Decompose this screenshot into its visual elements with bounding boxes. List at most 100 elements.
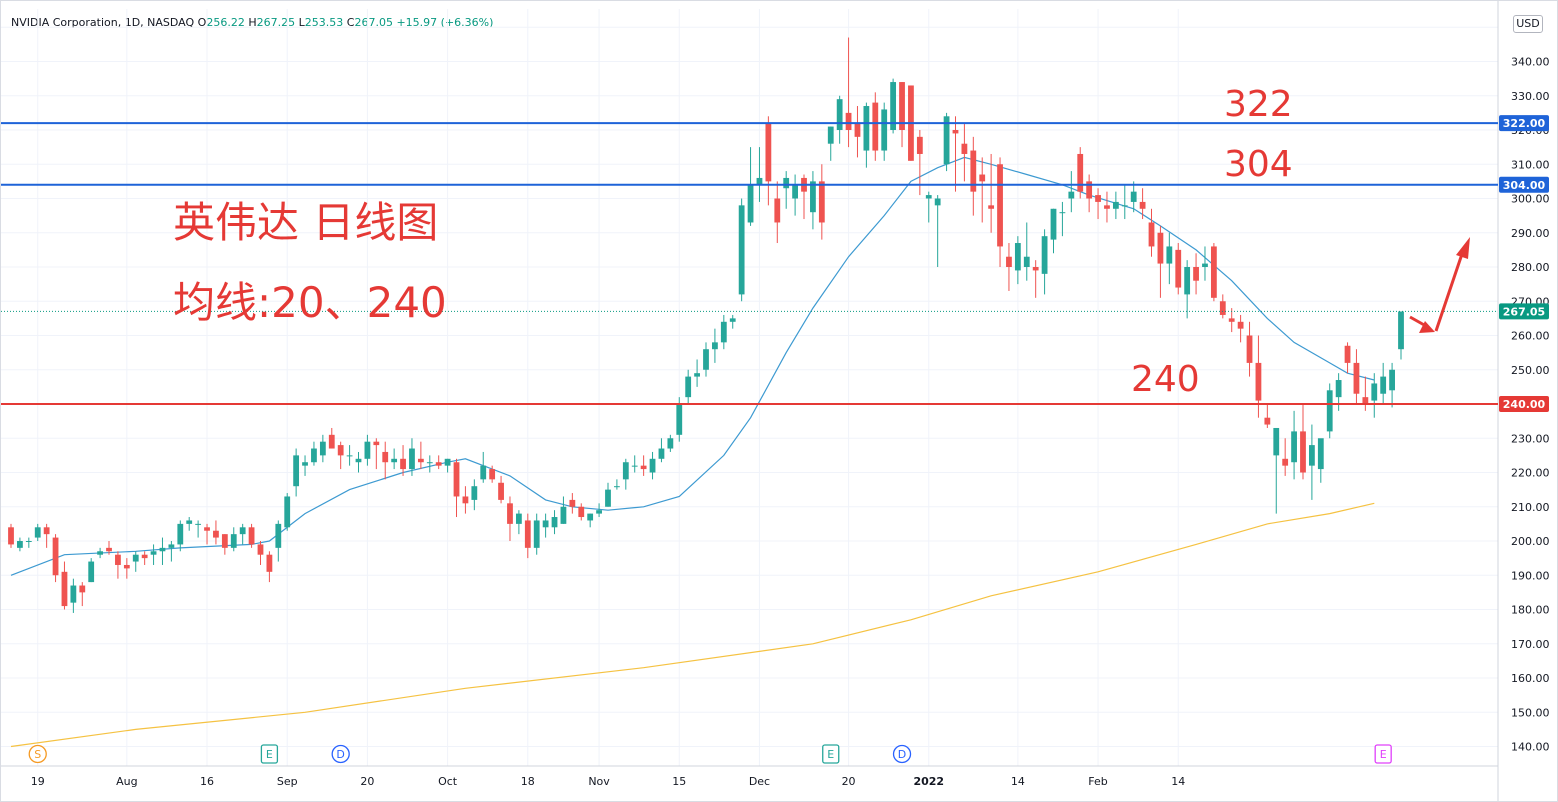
candle-body [168, 544, 175, 548]
candle [141, 551, 148, 565]
candle-body [435, 462, 442, 466]
candle-body [355, 458, 362, 463]
candle [1059, 201, 1066, 237]
price-tick-label: 140.00 [1511, 741, 1550, 754]
time-tick-label: 2022 [913, 775, 944, 788]
time-tick-label: Sep [277, 775, 298, 788]
candle-body [1228, 318, 1235, 322]
price-tick-label: 260.00 [1511, 330, 1550, 343]
candle [409, 438, 415, 476]
price-tick-label: 230.00 [1511, 432, 1550, 445]
candle [827, 126, 834, 161]
event-glyph: E [1380, 748, 1387, 761]
candle-body [881, 109, 888, 151]
candle [729, 314, 736, 329]
ma240-line [10, 502, 1375, 748]
event-glyph: S [34, 748, 41, 761]
candle-body [61, 571, 68, 607]
candle-body [239, 527, 246, 535]
candle-body [988, 205, 995, 209]
open-label: O [197, 16, 207, 29]
candle-body [1184, 267, 1191, 295]
candle [596, 503, 602, 518]
symbol-label: NVIDIA Corporation, 1D, NASDAQ [11, 16, 195, 29]
candle [1398, 311, 1404, 360]
candle [1112, 191, 1119, 220]
candle-body [1326, 390, 1333, 432]
candle [756, 147, 763, 202]
candle [1202, 246, 1208, 281]
candle-body [1344, 345, 1351, 363]
candle-body [471, 486, 478, 500]
price-tick-label: 150.00 [1511, 706, 1550, 719]
high-value: 267.25 [256, 16, 296, 29]
candle [1389, 362, 1395, 408]
chart-subtitle: 均线:20、240 [173, 278, 447, 327]
candle [934, 195, 941, 267]
candle-body [961, 143, 968, 154]
candle [1317, 438, 1324, 483]
candle [988, 153, 995, 233]
candle-body [551, 517, 558, 528]
candle [1291, 410, 1297, 480]
candle-body [1104, 205, 1110, 209]
candle-body [337, 445, 344, 456]
candle [239, 523, 246, 545]
candle-body [622, 462, 629, 480]
event-marker: S [28, 744, 47, 764]
candle-body [596, 510, 602, 514]
price-tick-label: 190.00 [1511, 569, 1550, 582]
candle-body [1112, 201, 1119, 209]
candle-body [507, 503, 513, 524]
candle [614, 479, 620, 490]
price-tag-box [1499, 396, 1549, 412]
price-tick-label: 180.00 [1511, 604, 1550, 617]
candle [622, 458, 629, 490]
candle-body [1059, 212, 1066, 214]
candle [738, 198, 745, 302]
time-tick-label: Dec [749, 775, 770, 788]
candle-body [150, 551, 157, 555]
candle-body [569, 499, 576, 507]
time-tick-label: 20 [360, 775, 374, 788]
annotation-240: 240 [1131, 359, 1200, 400]
candle [1006, 243, 1012, 291]
candle [1068, 171, 1075, 213]
candle [311, 441, 317, 466]
candle [1166, 232, 1173, 285]
candle-body [1309, 445, 1315, 466]
candle-body [328, 434, 335, 449]
candle-body [738, 205, 745, 295]
candle [70, 578, 77, 613]
candle-body [204, 527, 210, 531]
high-label: H [248, 16, 257, 29]
candle [783, 171, 790, 209]
candle-body [934, 198, 941, 206]
time-axis: 19 Aug 16 Sep 20 Oct 18 Nov 15 Dec 20 2022 14 Feb 14 [31, 775, 1186, 788]
candle-body [515, 513, 522, 524]
candles-layer [8, 37, 1404, 613]
time-tick-label: 19 [31, 775, 45, 788]
candle [1255, 335, 1262, 418]
ma20-line [10, 156, 1375, 576]
candle [132, 551, 139, 572]
candle-body [498, 482, 504, 500]
candle [1104, 191, 1110, 223]
candle-body [426, 462, 433, 464]
currency-button[interactable]: USD [1513, 15, 1543, 33]
time-tick-label: 14 [1171, 775, 1185, 788]
candle-body [1362, 397, 1369, 404]
candle [1362, 376, 1369, 411]
candle-body [818, 181, 825, 223]
candle-body [1130, 191, 1137, 202]
candle-body [1273, 427, 1280, 456]
candle-body [747, 184, 754, 223]
candle-body [890, 82, 897, 130]
horizontal-lines [1, 122, 1498, 405]
ma20-layer [10, 156, 1375, 576]
candle [774, 181, 781, 244]
candle [1050, 208, 1057, 254]
price-tick-label: 210.00 [1511, 501, 1550, 514]
